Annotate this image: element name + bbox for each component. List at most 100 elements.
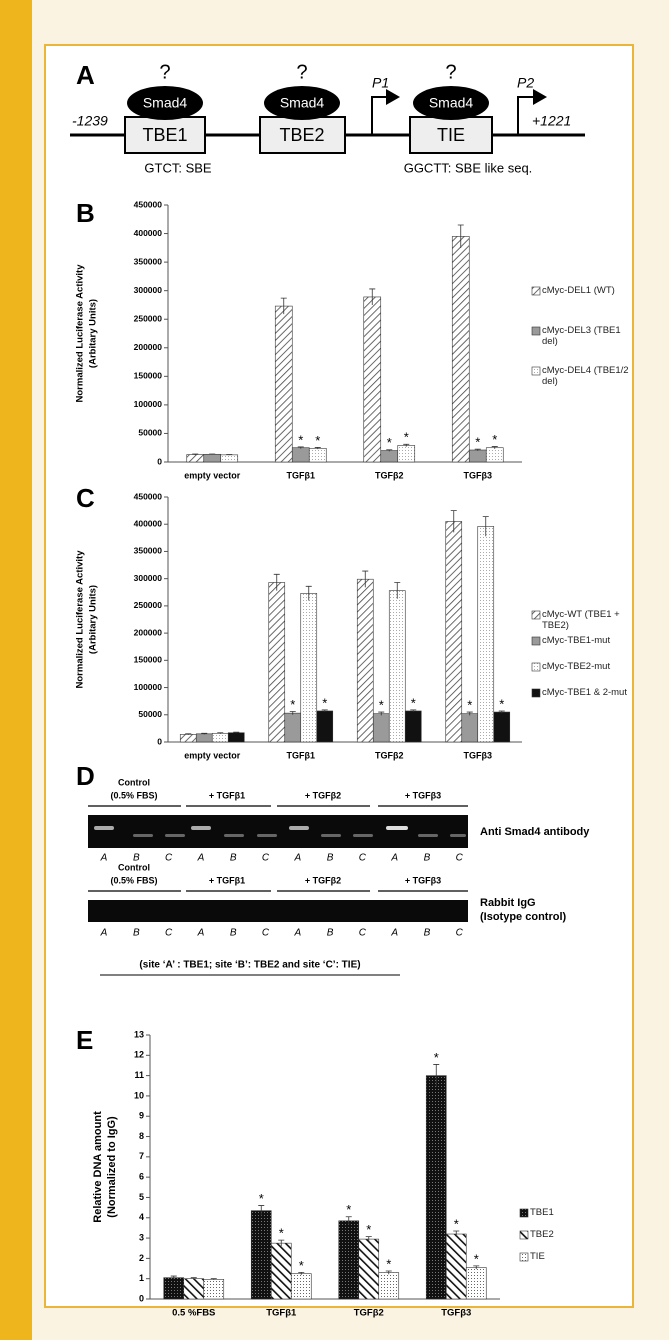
y-axis-label: Normalized Luciferase Activity — [75, 550, 86, 689]
bar — [373, 714, 389, 742]
site-label: TBE1 — [142, 125, 187, 145]
lane-label: A — [390, 853, 398, 864]
condition-label: (0.5% FBS) — [110, 790, 157, 800]
bar — [452, 236, 469, 462]
significance-marker: * — [404, 430, 409, 445]
legend-entry: cMyc-DEL3 (TBE1 del) — [542, 325, 637, 355]
bar — [251, 1211, 271, 1299]
y-tick-label: 13 — [134, 1029, 144, 1039]
panel-letter: C — [76, 483, 95, 513]
x-tick-label: TGFβ1 — [287, 750, 316, 760]
legend-swatch — [520, 1231, 528, 1239]
bar — [381, 451, 398, 462]
y-tick-label: 300000 — [134, 573, 163, 583]
lane-label: A — [293, 853, 301, 864]
bar — [389, 591, 405, 742]
bar — [466, 1268, 486, 1299]
bar — [269, 582, 285, 742]
condition-label: + TGFβ2 — [305, 790, 341, 800]
panel-letter: D — [76, 761, 95, 791]
bar — [426, 1076, 446, 1299]
condition-label: + TGFβ3 — [405, 790, 441, 800]
x-tick-label: TGFβ3 — [441, 1308, 471, 1319]
bar — [398, 445, 415, 462]
y-tick-label: 11 — [134, 1070, 144, 1080]
legend-entry: TIE — [530, 1251, 610, 1281]
lane-label: C — [359, 853, 367, 864]
protein-label: Smad4 — [280, 95, 325, 111]
x-tick-label: TGFβ2 — [354, 1308, 384, 1319]
legend-entry: cMyc-DEL4 (TBE1/2 del) — [542, 365, 637, 395]
y-axis-label: Normalized Luciferase Activity — [75, 264, 86, 403]
footnote: (site ‘A’ : TBE1; site ‘B’: TBE2 and sit… — [139, 960, 360, 971]
lane-label: B — [327, 853, 334, 864]
y-tick-label: 9 — [139, 1111, 144, 1121]
question: ? — [445, 61, 456, 83]
x-tick-label: empty vector — [184, 470, 241, 480]
significance-marker: * — [386, 1256, 391, 1271]
legend-swatch — [532, 367, 540, 375]
legend-swatch — [520, 1253, 528, 1261]
y-tick-label: 50000 — [138, 709, 162, 719]
bar — [187, 455, 204, 462]
y-axis-label: (Normalized to IgG) — [106, 1116, 118, 1218]
significance-marker: * — [475, 435, 480, 450]
legend-label: TBE1 — [530, 1207, 610, 1218]
y-tick-label: 4 — [139, 1212, 144, 1222]
protein-label: Smad4 — [429, 95, 474, 111]
lane-label: B — [424, 928, 431, 939]
gel-image — [88, 815, 468, 848]
legend-entry: cMyc-DEL1 (WT) — [542, 285, 637, 315]
bar — [357, 579, 373, 742]
bar — [228, 733, 244, 742]
y-tick-label: 7 — [139, 1151, 144, 1161]
figure: A B C D E ? ? ? Smad4 Smad4 Smad4 TBE1 T… — [0, 0, 669, 1340]
site-note: GGCTT: SBE like seq. — [404, 160, 533, 175]
lane-label: A — [293, 928, 301, 939]
legend-label: cMyc-DEL1 (WT) — [542, 285, 637, 296]
y-tick-label: 150000 — [134, 655, 163, 665]
bar — [285, 713, 301, 742]
protein-label: Smad4 — [143, 95, 188, 111]
condition-label: + TGFβ2 — [305, 875, 341, 885]
y-axis-label: (Arbitary Units) — [88, 585, 99, 654]
y-tick-label: 250000 — [134, 600, 163, 610]
legend-swatch — [532, 327, 540, 335]
significance-marker: * — [366, 1222, 371, 1237]
y-tick-label: 1 — [139, 1273, 144, 1283]
lane-label: A — [100, 853, 108, 864]
legend-label: cMyc-DEL4 (TBE1/2 del) — [542, 365, 637, 387]
y-tick-label: 3 — [139, 1232, 144, 1242]
significance-marker: * — [279, 1226, 284, 1241]
y-tick-label: 8 — [139, 1131, 144, 1141]
promoter-label: P1 — [372, 75, 389, 91]
bar — [164, 1278, 184, 1299]
position-label: +1221 — [532, 113, 571, 129]
panel-letter: E — [76, 1025, 93, 1055]
y-tick-label: 0 — [139, 1293, 144, 1303]
y-tick-label: 150000 — [134, 371, 163, 381]
lane-label: B — [133, 853, 140, 864]
bar — [462, 714, 478, 742]
legend-label: cMyc-TBE2-mut — [542, 661, 632, 672]
y-tick-label: 6 — [139, 1172, 144, 1182]
lane-label: C — [359, 928, 367, 939]
bar — [359, 1239, 379, 1299]
legend-label: TBE2 — [530, 1229, 610, 1240]
lane-label: A — [197, 928, 205, 939]
gel-label: Rabbit IgG — [480, 897, 536, 909]
question: ? — [296, 61, 307, 83]
lane-label: A — [100, 928, 108, 939]
x-tick-label: TGFβ3 — [464, 750, 493, 760]
legend-swatch — [532, 689, 540, 697]
bar — [204, 1279, 224, 1299]
y-tick-label: 5 — [139, 1192, 144, 1202]
y-axis-label: (Arbitary Units) — [88, 299, 99, 368]
significance-marker: * — [322, 695, 327, 710]
x-tick-label: 0.5 %FBS — [172, 1308, 215, 1319]
bar — [469, 450, 486, 462]
x-tick-label: TGFβ2 — [375, 750, 404, 760]
condition-label: + TGFβ1 — [209, 875, 245, 885]
significance-marker: * — [474, 1251, 479, 1266]
bar — [212, 733, 228, 742]
